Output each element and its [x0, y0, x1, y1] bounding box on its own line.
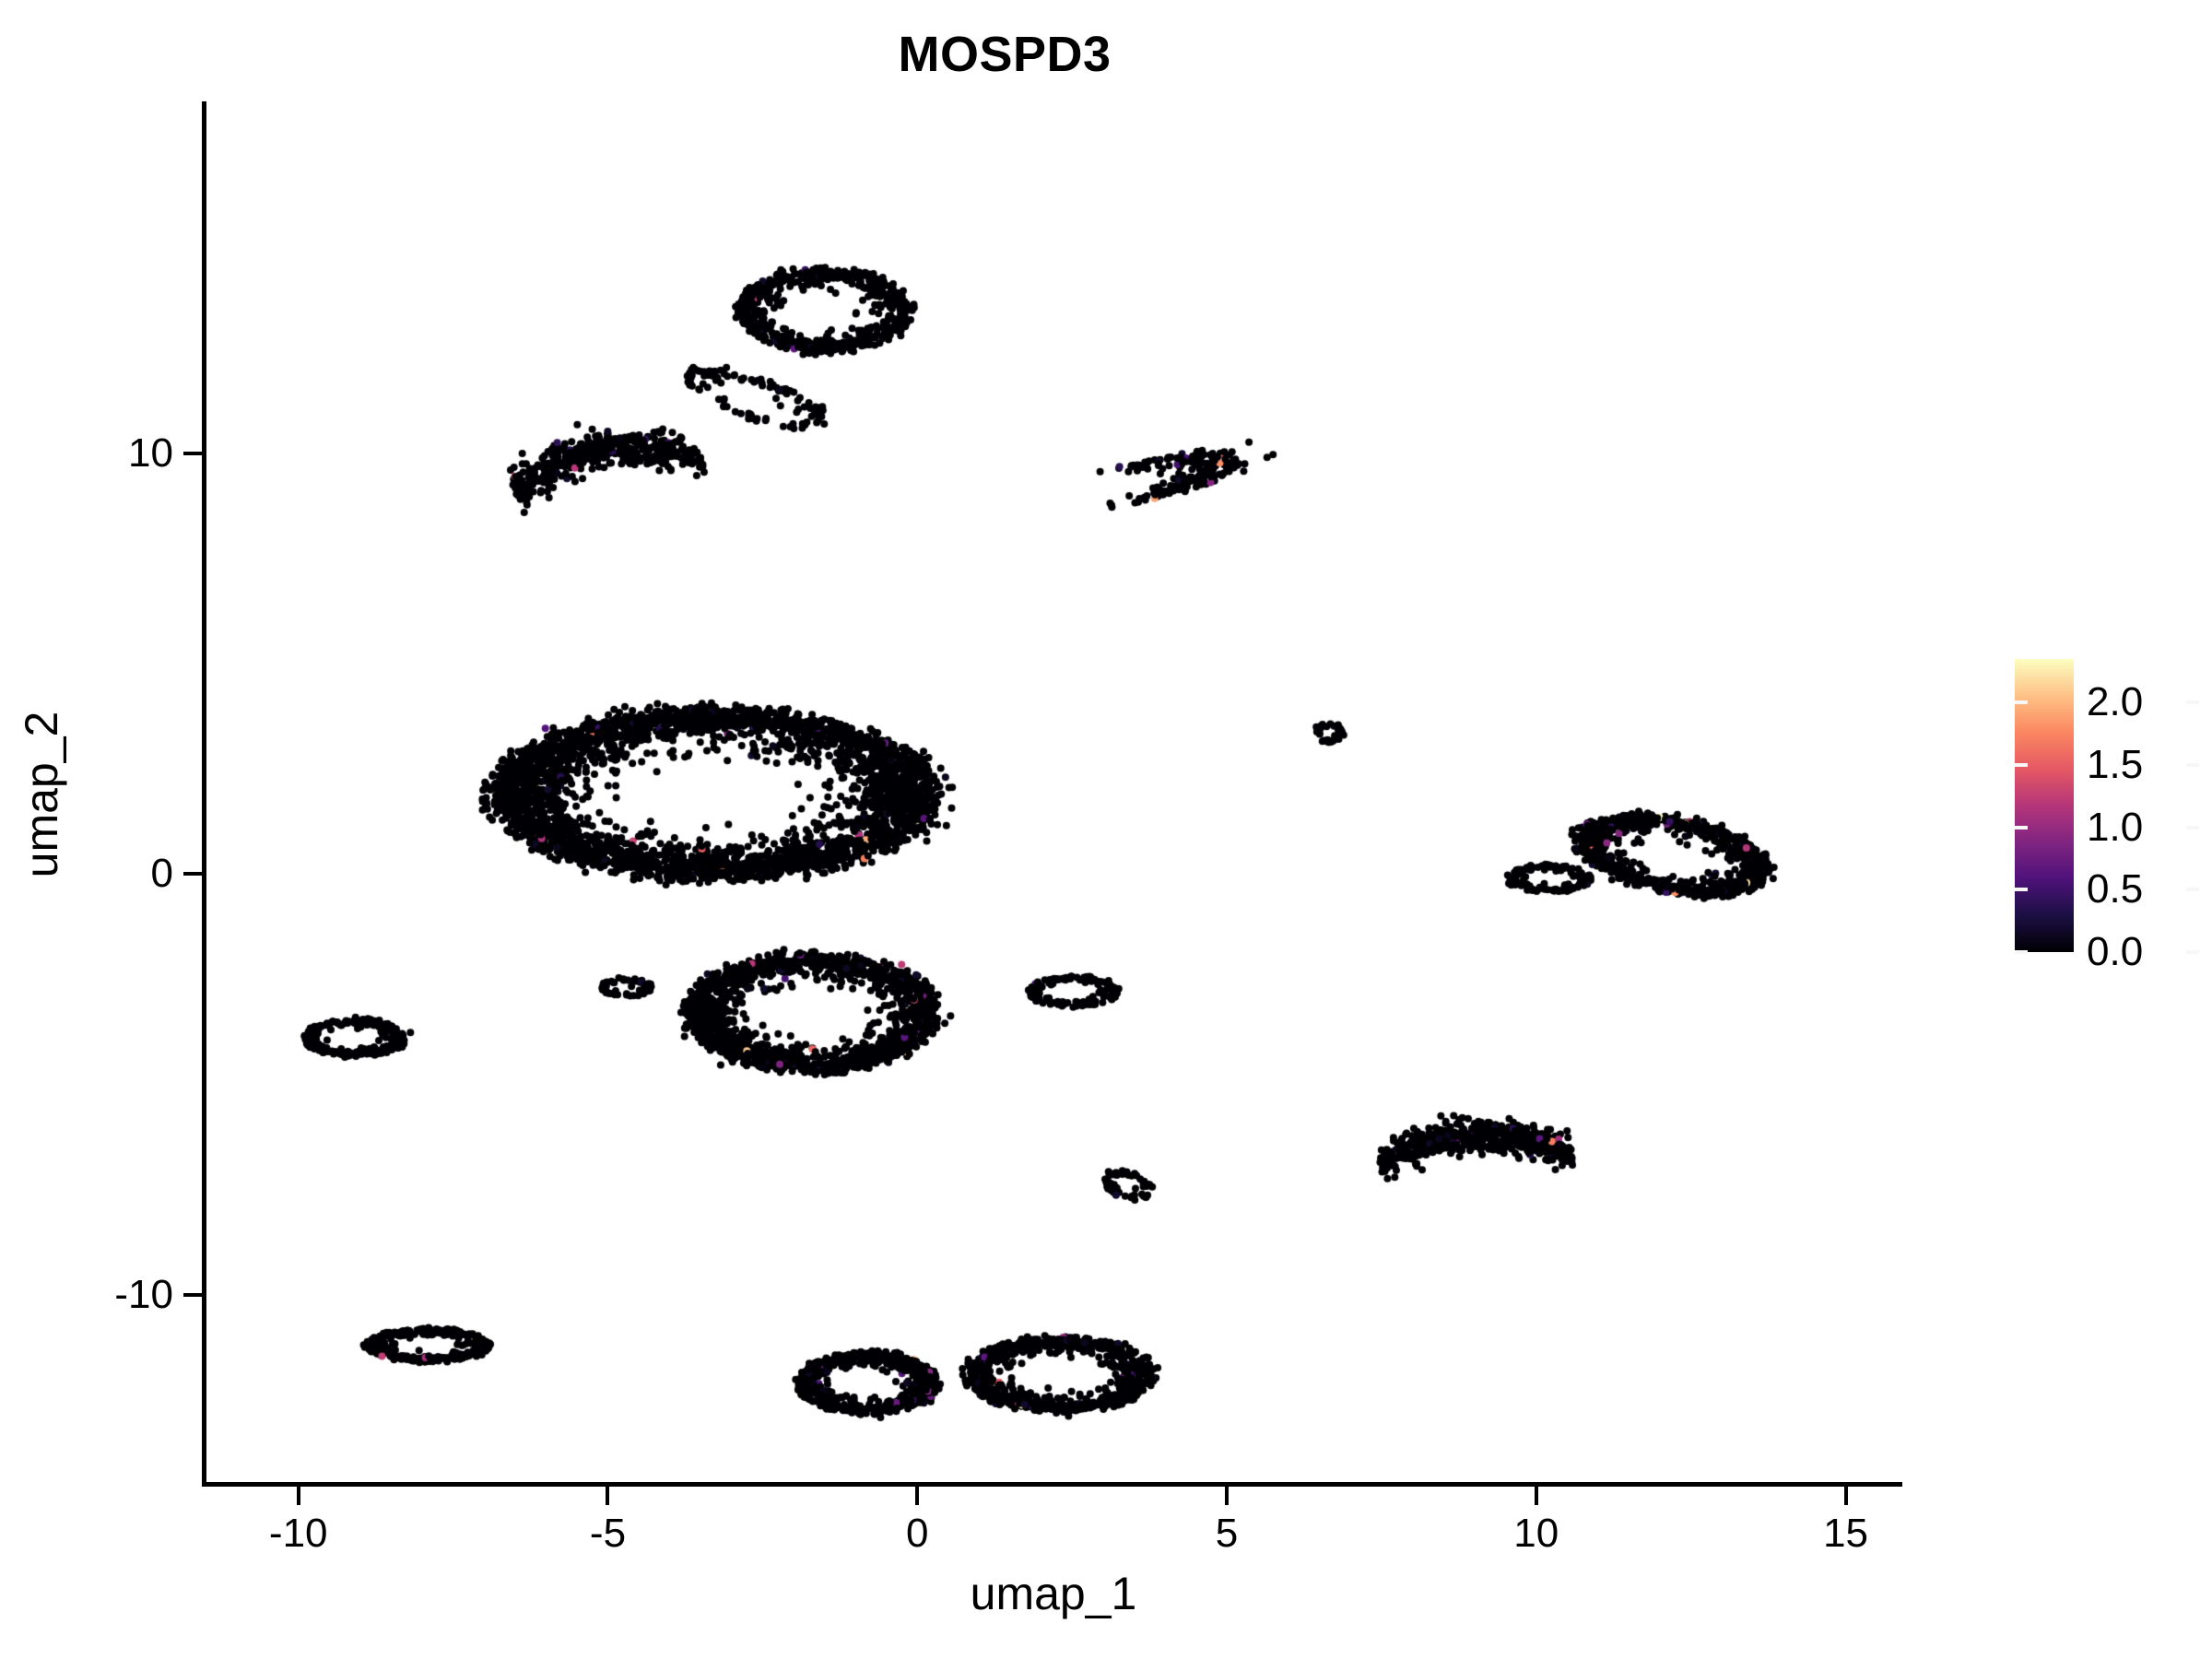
y-axis-label-container: umap_2 [0, 104, 83, 1484]
x-tick-mark [1225, 1487, 1230, 1505]
x-tick-mark [1534, 1487, 1538, 1505]
x-tick-mark [606, 1487, 610, 1505]
colorbar-gradient [2015, 659, 2074, 952]
colorbar-tick-mark [2015, 825, 2028, 830]
x-tick-label: 0 [906, 1511, 929, 1556]
colorbar-tick-mark [2186, 950, 2199, 954]
x-tick-label: -5 [589, 1511, 627, 1556]
x-axis-label: umap_1 [970, 1568, 1137, 1619]
y-tick-label: 10 [128, 429, 173, 476]
x-tick-label: 10 [1513, 1511, 1559, 1556]
x-axis-line [202, 1482, 1902, 1487]
colorbar-tick-mark [2186, 763, 2199, 768]
colorbar-tick-mark [2186, 825, 2199, 830]
colorbar-tick-label: 2.0 [2087, 679, 2144, 725]
x-tick-label: 15 [1823, 1511, 1869, 1556]
colorbar-tick-label: 1.0 [2087, 804, 2144, 850]
y-tick-mark [183, 872, 202, 877]
colorbar-tick-mark [2015, 763, 2028, 768]
x-tick-mark [1843, 1487, 1848, 1505]
x-tick-mark [915, 1487, 920, 1505]
colorbar-tick-mark [2015, 950, 2028, 954]
y-axis-label: umap_2 [16, 711, 67, 877]
y-axis-line [202, 101, 206, 1487]
colorbar-tick-label: 1.5 [2087, 742, 2144, 788]
scatter-canvas [206, 104, 1901, 1484]
y-tick-label: 0 [150, 851, 173, 897]
colorbar-tick-mark [2015, 700, 2028, 705]
colorbar-tick-label: 0.0 [2087, 929, 2144, 974]
plot-panel [206, 104, 1901, 1484]
y-tick-mark [183, 451, 202, 455]
colorbar-tick-label: 0.5 [2087, 866, 2144, 912]
y-tick-mark [183, 1292, 202, 1297]
x-tick-label: -10 [268, 1511, 328, 1556]
x-tick-mark [296, 1487, 300, 1505]
colorbar-tick-mark [2186, 888, 2199, 892]
colorbar-tick-mark [2015, 888, 2028, 892]
legend-colorbar: 0.0 0.5 1.0 1.5 2.0 [2015, 659, 2199, 974]
colorbar-tick-mark [2186, 700, 2199, 705]
x-tick-label: 5 [1215, 1511, 1239, 1556]
y-tick-label: -10 [114, 1271, 173, 1317]
page-title: MOSPD3 [898, 27, 1112, 82]
